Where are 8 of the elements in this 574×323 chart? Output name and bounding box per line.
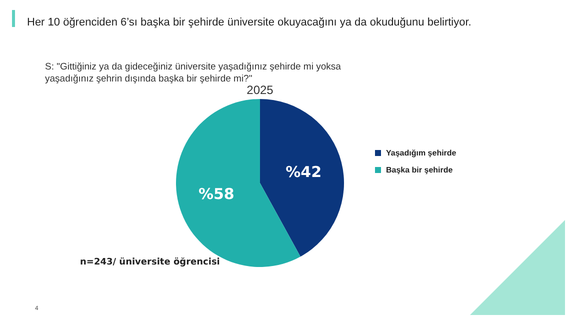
text: n=243/ üniversite öğrencisi [80,256,220,268]
data-label: %42 [286,162,322,181]
chart-title: Her 10 öğrenciden 6’sı başka bir şehirde üniversite okuyacağını ya da okuduğunu belirtiyor. [27,16,472,28]
legend-label: Yaşadığım şehirde [386,148,457,158]
legend-label: Başka bir şehirde [386,166,454,174]
chart-subtitle: S: "Gittiğiniz ya da gideceğiniz üniversite yaşadığınız şehirde mi yoksa yaşadığınız şehrin dışında başka bir şehirde mi?" [45,62,344,84]
text: 2025 [246,83,274,97]
data-label: %58 [198,185,234,204]
